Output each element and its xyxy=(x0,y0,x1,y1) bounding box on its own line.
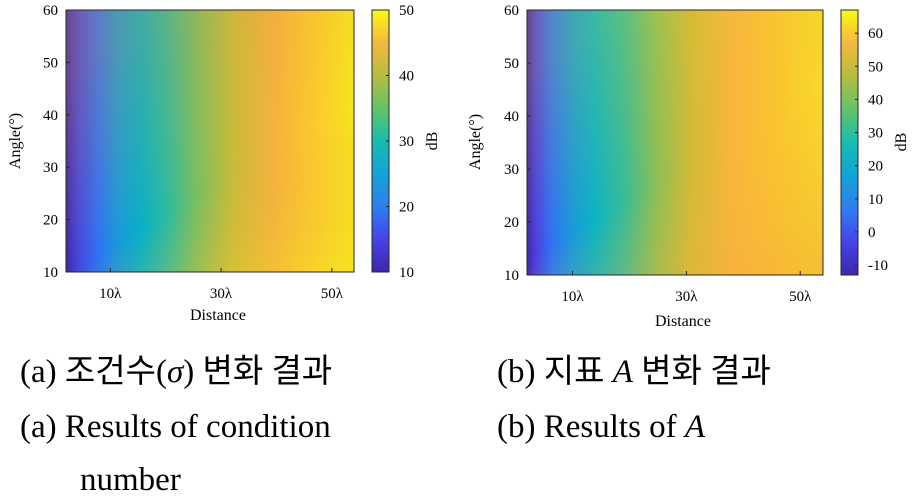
y-tick-label: 40 xyxy=(43,108,58,124)
x-tick-label: 50λ xyxy=(789,289,812,305)
colorbar-tick-label: 40 xyxy=(868,92,883,108)
colorbar-tick-label: 30 xyxy=(868,126,883,142)
caption-a-english-line1: (a) Results of condition xyxy=(20,409,331,445)
x-tick-label: 10λ xyxy=(561,289,584,305)
y-tick-label: 40 xyxy=(504,109,519,125)
colorbar-tick-label: 10 xyxy=(399,265,414,281)
y-tick-label: 50 xyxy=(43,55,58,71)
colorbar-tick-label: -10 xyxy=(868,258,888,274)
heatmap-b-overlay xyxy=(527,10,823,275)
heatmap-a-y-ticks: 10 20 30 40 50 60 xyxy=(43,3,70,281)
caption-b-korean-prefix: (b) 지표 xyxy=(497,354,613,390)
heatmap-b-x-ticks: 10λ 30λ 50λ xyxy=(561,271,812,305)
heatmap-panel-a: 10 20 30 40 50 60 10λ 30λ 50λ Distance Angle(°)… xyxy=(7,3,441,324)
caption-b-english: (b) Results of A xyxy=(497,411,705,444)
y-tick-label: 20 xyxy=(43,213,58,229)
y-tick-label: 60 xyxy=(504,3,519,19)
heatmap-a-overlay xyxy=(66,10,354,272)
heatmap-b-ylabel: Angle(°) xyxy=(467,114,484,170)
y-tick-label: 10 xyxy=(43,265,58,281)
colorbar-tick-label: 0 xyxy=(868,225,876,241)
heatmap-a-xlabel: Distance xyxy=(190,307,246,324)
heatmap-panel-b: 10 20 30 40 50 60 10λ 30λ 50λ Distance Angle(°)… xyxy=(467,3,910,330)
heatmap-a-ylabel: Angle(°) xyxy=(7,113,24,169)
colorbar-tick-label: 50 xyxy=(868,59,883,75)
y-tick-label: 50 xyxy=(504,56,519,72)
colorbar-tick-label: 20 xyxy=(399,200,414,216)
colorbar-tick-label: 30 xyxy=(399,134,414,150)
x-tick-label: 30λ xyxy=(210,286,233,302)
heatmap-a-x-ticks: 10λ 30λ 50λ xyxy=(99,268,344,302)
y-tick-label: 20 xyxy=(504,215,519,231)
caption-a-korean-prefix: (a) 조건수( xyxy=(20,354,167,390)
colorbar-b xyxy=(840,9,859,276)
x-tick-label: 10λ xyxy=(99,286,122,302)
colorbar-a-ticks: 10 20 30 40 50 xyxy=(386,3,414,281)
caption-a-korean: (a) 조건수(σ) 변화 결과 xyxy=(20,356,332,389)
y-tick-label: 30 xyxy=(504,162,519,178)
x-tick-label: 50λ xyxy=(321,286,344,302)
caption-a-english-line2: number xyxy=(80,462,181,498)
colorbar-tick-label: 10 xyxy=(868,192,883,208)
heatmap-b-y-ticks: 10 20 30 40 50 60 xyxy=(504,3,531,284)
heatmap-b-frame xyxy=(526,9,824,276)
heatmap-b-xlabel: Distance xyxy=(655,313,711,330)
y-tick-label: 10 xyxy=(504,268,519,284)
caption-b-korean-var: A xyxy=(612,354,633,390)
caption-a-korean-suffix: ) 변화 결과 xyxy=(183,354,333,390)
colorbar-a-label: dB xyxy=(424,132,441,151)
colorbar-b-label: dB xyxy=(893,133,910,152)
caption-b-korean-suffix: 변화 결과 xyxy=(632,354,771,390)
heatmap-a-frame xyxy=(65,9,355,273)
colorbar-tick-label: 50 xyxy=(399,3,414,19)
colorbar-b-ticks: -10 0 10 20 30 40 50 60 xyxy=(855,26,888,274)
colorbar-tick-label: 20 xyxy=(868,159,883,175)
colorbar-tick-label: 40 xyxy=(399,69,414,85)
caption-b-english-var: A xyxy=(684,409,706,445)
y-tick-label: 30 xyxy=(43,160,58,176)
x-tick-label: 30λ xyxy=(675,289,698,305)
caption-b-korean: (b) 지표 A 변화 결과 xyxy=(497,356,771,389)
caption-b-english-prefix: (b) Results of xyxy=(497,409,685,445)
colorbar-tick-label: 60 xyxy=(868,26,883,42)
y-tick-label: 60 xyxy=(43,3,58,19)
caption-a-korean-sigma: σ xyxy=(166,354,184,390)
